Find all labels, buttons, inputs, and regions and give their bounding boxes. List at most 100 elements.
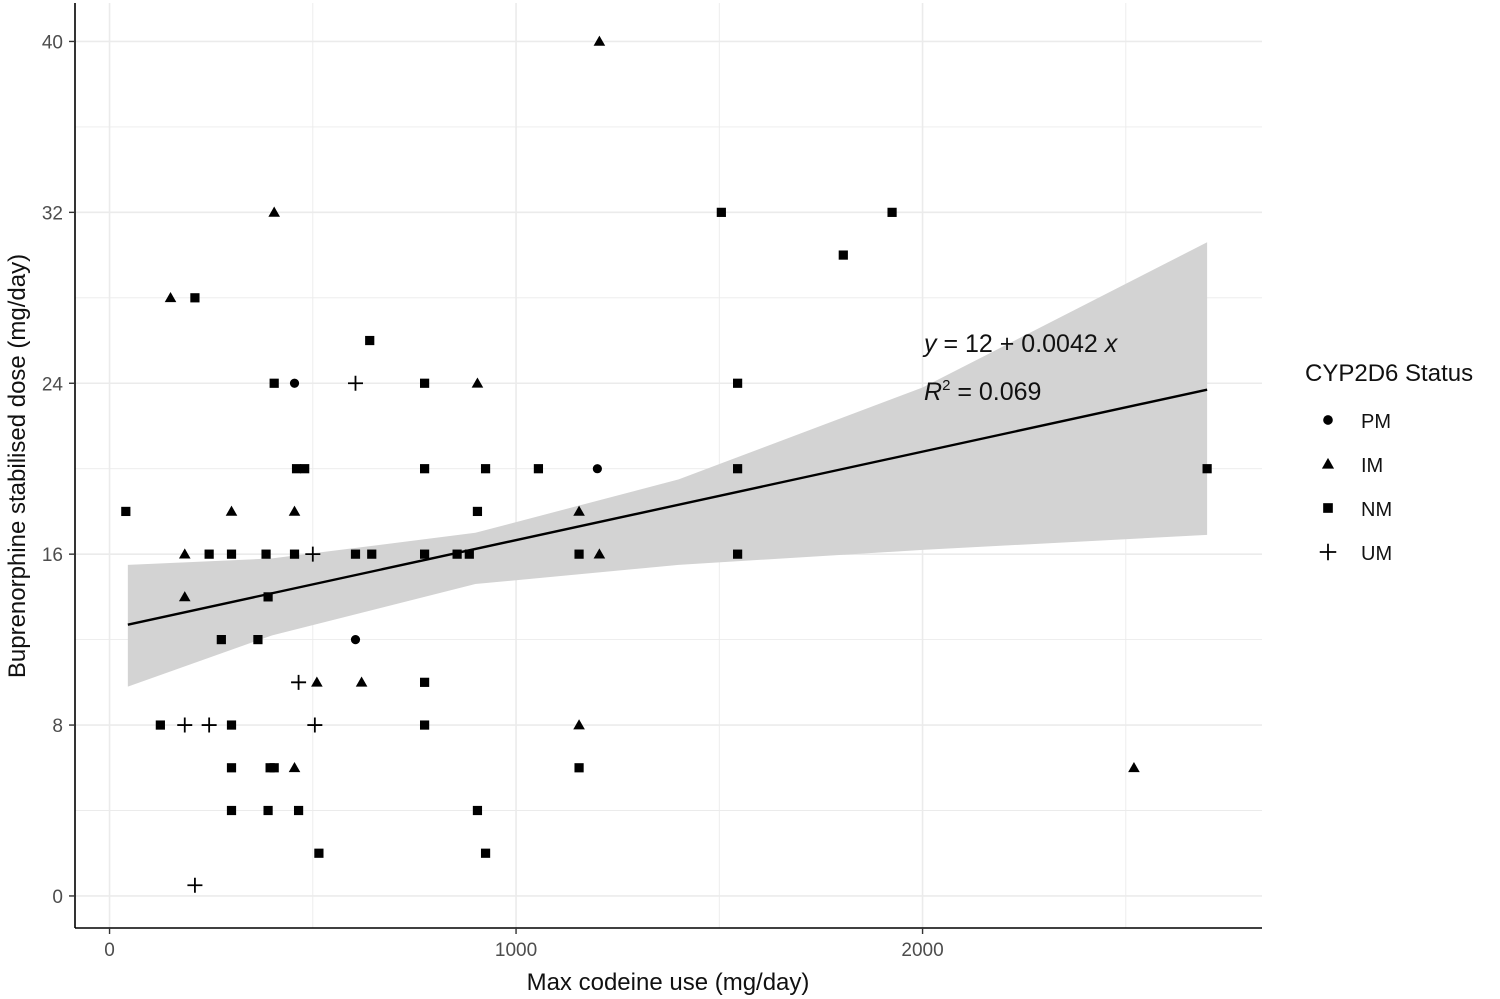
data-point-im [268, 206, 280, 217]
data-point-nm [480, 848, 491, 858]
data-point-nm [419, 378, 430, 388]
y-tick-label: 16 [42, 545, 63, 566]
data-point-nm [204, 549, 214, 559]
data-point-nm [350, 549, 361, 559]
data-point-nm [419, 549, 430, 559]
data-point-im [288, 761, 301, 773]
data-point-nm [190, 293, 200, 303]
legend-label-um: UM [1361, 543, 1392, 565]
y-axis-title: Buprenorphine stabilised dose (mg/day) [4, 254, 31, 678]
data-point-pm [350, 635, 361, 645]
data-point-um [201, 717, 217, 733]
data-point-nm [419, 464, 430, 474]
data-point-nm [1202, 464, 1212, 474]
data-point-um [187, 877, 203, 893]
regression-line [127, 388, 1208, 626]
data-points [121, 35, 1212, 893]
data-point-nm [269, 378, 279, 388]
data-point-nm [155, 720, 165, 730]
data-point-im [593, 35, 606, 46]
data-point-nm [574, 763, 584, 773]
data-point-im [311, 676, 323, 687]
data-point-nm [480, 464, 491, 474]
r2-symbol: R [924, 378, 942, 406]
data-point-nm [226, 763, 237, 773]
data-point-nm [289, 549, 300, 559]
regression-equation: y = 12 + 0.0042 x [922, 330, 1119, 358]
data-point-nm [226, 805, 237, 816]
data-point-im [573, 505, 585, 516]
data-point-nm [472, 805, 483, 816]
legend: CYP2D6 Status PM IM NM UM [1305, 360, 1473, 565]
data-point-nm [367, 549, 377, 559]
data-point-pm [592, 464, 602, 474]
data-point-nm [464, 549, 474, 559]
data-point-nm [733, 378, 743, 388]
data-point-nm [121, 506, 131, 517]
data-point-nm [472, 506, 483, 517]
legend-key-um [1319, 543, 1337, 561]
data-point-nm [838, 250, 848, 260]
data-point-nm [263, 592, 273, 602]
legend-title: CYP2D6 Status [1305, 360, 1473, 387]
legend-key-nm [1323, 503, 1333, 513]
x-tick-label: 0 [104, 940, 115, 961]
data-point-im [471, 377, 484, 388]
data-point-um [347, 375, 363, 391]
data-point-nm [314, 848, 324, 858]
data-point-um [305, 546, 321, 562]
data-point-nm [226, 549, 237, 559]
x-tick-label: 1000 [495, 940, 537, 961]
data-point-im [164, 292, 177, 303]
data-point-um [307, 717, 323, 733]
axes: 0 1000 2000 0 8 16 24 32 40 [42, 3, 1262, 961]
data-point-nm [716, 207, 726, 217]
data-point-nm [263, 805, 273, 816]
data-point-nm [419, 720, 430, 730]
r2-value: = 0.069 [950, 378, 1041, 406]
legend-key-im [1321, 457, 1335, 469]
data-point-nm [419, 677, 430, 687]
confidence-band [127, 242, 1208, 687]
equation-terms: = 12 + 0.0042 [937, 330, 1105, 358]
data-point-nm [733, 549, 743, 559]
y-tick-label: 32 [42, 203, 63, 224]
data-point-nm [452, 549, 462, 559]
data-point-nm [291, 464, 302, 474]
confidence-band-area [127, 242, 1208, 687]
data-point-um [177, 717, 193, 733]
data-point-nm [887, 207, 897, 217]
equation-x-symbol: x [1104, 330, 1119, 358]
data-point-nm [269, 763, 279, 773]
r2-superscript: 2 [942, 377, 950, 394]
data-point-nm [365, 335, 375, 346]
data-point-pm [289, 378, 300, 388]
data-point-nm [574, 549, 584, 559]
data-point-nm [216, 635, 226, 645]
y-tick-label: 8 [52, 716, 63, 737]
data-point-nm [293, 805, 304, 816]
y-tick-label: 24 [42, 374, 64, 395]
legend-label-pm: PM [1361, 411, 1391, 433]
x-axis-title: Max codeine use (mg/day) [527, 969, 810, 996]
data-point-im [573, 719, 585, 730]
legend-key-pm [1323, 415, 1333, 425]
data-point-im [178, 548, 191, 559]
data-point-nm [253, 635, 263, 645]
data-point-im [355, 676, 368, 687]
data-point-nm [733, 464, 743, 474]
data-point-nm [300, 464, 310, 474]
legend-label-nm: NM [1361, 499, 1392, 521]
data-point-im [225, 505, 238, 516]
data-point-im [593, 548, 606, 559]
data-point-nm [533, 464, 544, 474]
data-point-im [288, 505, 301, 516]
regression-line-group [127, 388, 1208, 626]
legend-label-im: IM [1361, 455, 1383, 477]
data-point-im [178, 591, 191, 602]
y-tick-label: 0 [52, 887, 63, 908]
data-point-nm [226, 720, 237, 730]
data-point-nm [261, 549, 271, 559]
x-tick-label: 2000 [901, 940, 943, 961]
